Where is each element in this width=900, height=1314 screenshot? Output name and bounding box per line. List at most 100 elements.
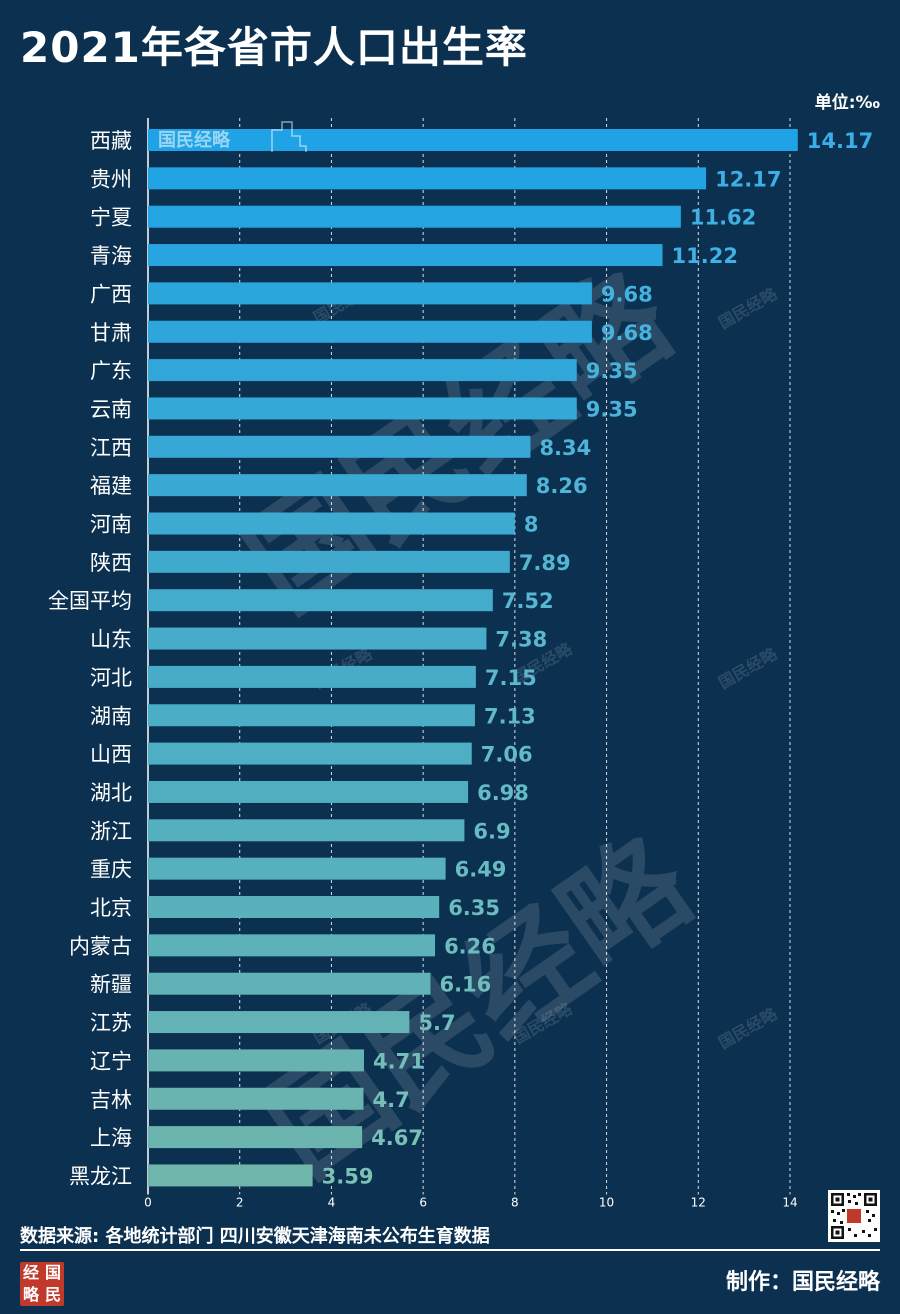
category-label: 黑龙江 — [69, 1164, 132, 1188]
category-label: 西藏 — [90, 129, 132, 153]
category-label: 陕西 — [90, 551, 132, 575]
category-label: 湖北 — [90, 781, 132, 805]
data-source-note: 数据来源: 各地统计部门 四川安徽天津海南未公布生育数据 — [20, 1226, 490, 1247]
bar — [148, 474, 527, 497]
category-label: 山东 — [90, 628, 132, 652]
watermark-stamp-text: 国民经略 — [158, 129, 231, 151]
bar — [148, 780, 469, 803]
data-label: 4.71 — [373, 1049, 425, 1073]
bar — [148, 244, 663, 267]
data-label: 3.59 — [322, 1164, 374, 1188]
category-label: 云南 — [90, 397, 132, 421]
x-axis-ticks: 0 2 4 6 8 10 12 14 — [144, 1195, 797, 1209]
bar — [148, 435, 531, 458]
bar — [148, 704, 475, 727]
data-label: 14.17 — [807, 129, 873, 153]
bar — [148, 1049, 364, 1072]
data-label: 7.06 — [481, 743, 533, 767]
data-label: 7.38 — [495, 628, 547, 652]
bar — [148, 589, 493, 612]
category-label: 福建 — [90, 474, 132, 498]
bar — [148, 512, 515, 535]
category-label: 江西 — [90, 436, 132, 460]
bar — [148, 1164, 313, 1187]
data-label: 11.62 — [690, 206, 756, 230]
category-label: 广西 — [90, 282, 132, 306]
category-label: 新疆 — [90, 973, 132, 997]
data-label: 9.35 — [586, 397, 638, 421]
logo-char: 经 — [22, 1263, 39, 1282]
category-label: 河南 — [90, 513, 132, 537]
bar — [148, 282, 592, 305]
x-tick-label: 8 — [511, 1195, 519, 1209]
x-tick-label: 0 — [144, 1195, 152, 1209]
bar — [148, 1087, 364, 1110]
bar — [148, 972, 431, 995]
data-label: 12.17 — [715, 167, 781, 191]
data-label: 9.68 — [601, 321, 653, 345]
category-label: 江苏 — [90, 1011, 132, 1035]
bar — [148, 665, 476, 688]
bar — [148, 1011, 410, 1034]
x-tick-label: 2 — [236, 1195, 244, 1209]
x-tick-label: 10 — [599, 1195, 614, 1209]
category-label: 内蒙古 — [69, 934, 132, 958]
data-label: 9.35 — [586, 359, 638, 383]
data-label: 8.34 — [539, 436, 591, 460]
data-label: 6.98 — [477, 781, 529, 805]
data-label: 4.7 — [373, 1088, 410, 1112]
data-label: 6.49 — [455, 858, 507, 882]
data-label: 7.13 — [484, 704, 536, 728]
watermark-stamp: 国民经略 — [158, 121, 307, 152]
category-label: 河北 — [90, 666, 132, 690]
bar — [148, 1126, 363, 1149]
category-label: 北京 — [90, 896, 132, 920]
chart-title: 2021年各省市人口出生率 — [20, 23, 528, 72]
x-tick-label: 14 — [782, 1195, 797, 1209]
bar — [148, 129, 798, 151]
data-label: 7.15 — [485, 666, 537, 690]
data-label: 6.35 — [448, 896, 500, 920]
category-label: 全国平均 — [48, 589, 132, 613]
data-label: 9.68 — [601, 282, 653, 306]
data-label: 8 — [524, 513, 539, 537]
credit-label: 制作：国民经略 — [725, 1270, 880, 1295]
category-label: 湖南 — [90, 704, 132, 728]
bar — [148, 742, 472, 765]
brand-logo: 经 国 略 民 — [20, 1262, 64, 1306]
qr-code-icon — [828, 1190, 880, 1242]
data-label: 5.7 — [418, 1011, 455, 1035]
data-label: 7.89 — [519, 551, 571, 575]
category-label: 甘肃 — [90, 321, 132, 345]
bar — [148, 167, 707, 190]
data-label: 4.67 — [371, 1126, 423, 1150]
data-label: 8.26 — [536, 474, 588, 498]
bar — [148, 857, 446, 880]
bar — [148, 896, 440, 918]
x-tick-label: 6 — [419, 1195, 427, 1209]
bar — [148, 320, 592, 343]
bar — [148, 819, 465, 842]
data-label: 6.26 — [444, 934, 496, 958]
x-tick-label: 4 — [328, 1195, 336, 1209]
data-label: 6.16 — [439, 973, 491, 997]
logo-char: 国 — [44, 1263, 61, 1282]
footer-divider — [20, 1249, 880, 1251]
category-label: 贵州 — [90, 167, 132, 191]
data-label: 6.9 — [473, 819, 510, 843]
labels: 西藏 14.17 贵州 12.17 宁夏 11.62 青海 11.22 广西 9.68 甘肃 9.68… — [48, 129, 873, 1188]
bars — [148, 129, 798, 1187]
qr-code[interactable] — [828, 1190, 880, 1242]
bar — [148, 934, 436, 957]
category-label: 吉林 — [90, 1088, 132, 1112]
category-label: 辽宁 — [90, 1049, 132, 1073]
category-label: 重庆 — [90, 858, 132, 882]
x-tick-label: 12 — [691, 1195, 706, 1209]
logo-char: 民 — [44, 1285, 61, 1304]
bar — [148, 550, 510, 573]
data-label: 7.52 — [502, 589, 554, 613]
unit-label: 单位:‰ — [814, 93, 880, 113]
bar — [148, 205, 681, 228]
bar — [148, 397, 577, 420]
